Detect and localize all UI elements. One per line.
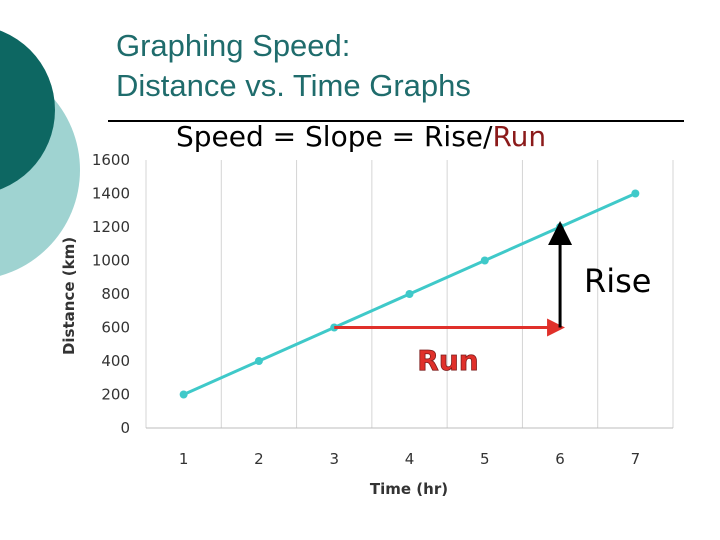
title-line-2: Distance vs. Time Graphs: [116, 68, 471, 103]
y-tick-label: 400: [101, 352, 130, 370]
slide-title: Graphing Speed: Distance vs. Time Graphs: [116, 26, 471, 106]
y-tick-label: 1400: [92, 185, 130, 203]
rise-label: Rise: [584, 262, 652, 300]
formula-run: Run: [492, 120, 547, 153]
data-point: [556, 223, 565, 231]
x-tick-label: 2: [254, 450, 264, 468]
x-tick-label: 3: [329, 450, 339, 468]
y-tick-label: 1600: [92, 151, 130, 169]
distance-time-chart: 0 200 400 600 800 1000 1200 1400 1600 1 2 3 4 5 6 7 Tim…: [60, 151, 674, 498]
data-point: [254, 357, 263, 365]
x-tick-label: 1: [179, 450, 189, 468]
y-tick-label: 600: [101, 319, 130, 337]
x-tick-label: 4: [405, 450, 415, 468]
y-tick-label: 0: [120, 419, 130, 437]
y-axis-label: Distance (km): [60, 237, 78, 355]
series-line: [179, 189, 640, 399]
data-point: [631, 189, 640, 198]
run-label: Run: [417, 344, 478, 377]
data-point: [480, 256, 489, 265]
y-tick-label: 1000: [92, 252, 130, 270]
x-tick-label: 5: [480, 450, 490, 468]
tick-labels: 0 200 400 600 800 1000 1200 1400 1600 1 2 3 4 5 6 7: [92, 151, 640, 468]
y-tick-label: 200: [101, 386, 130, 404]
formula-prefix: Speed = Slope = Rise/: [176, 120, 493, 153]
y-tick-label: 1200: [92, 218, 130, 236]
dark-circle-shape: [0, 30, 55, 190]
x-axis-label: Time (hr): [370, 480, 448, 498]
speed-formula: Speed = Slope = Rise/Run: [176, 120, 546, 153]
data-point: [405, 290, 414, 298]
x-tick-label: 7: [631, 450, 641, 468]
slope-annotations: [334, 221, 573, 337]
grid: [145, 160, 674, 429]
title-line-1: Graphing Speed:: [116, 28, 351, 63]
data-point: [179, 390, 188, 399]
title-divider: [108, 120, 684, 122]
y-tick-label: 800: [101, 285, 130, 303]
x-tick-label: 6: [555, 450, 565, 468]
decorative-circles: [0, 30, 80, 276]
